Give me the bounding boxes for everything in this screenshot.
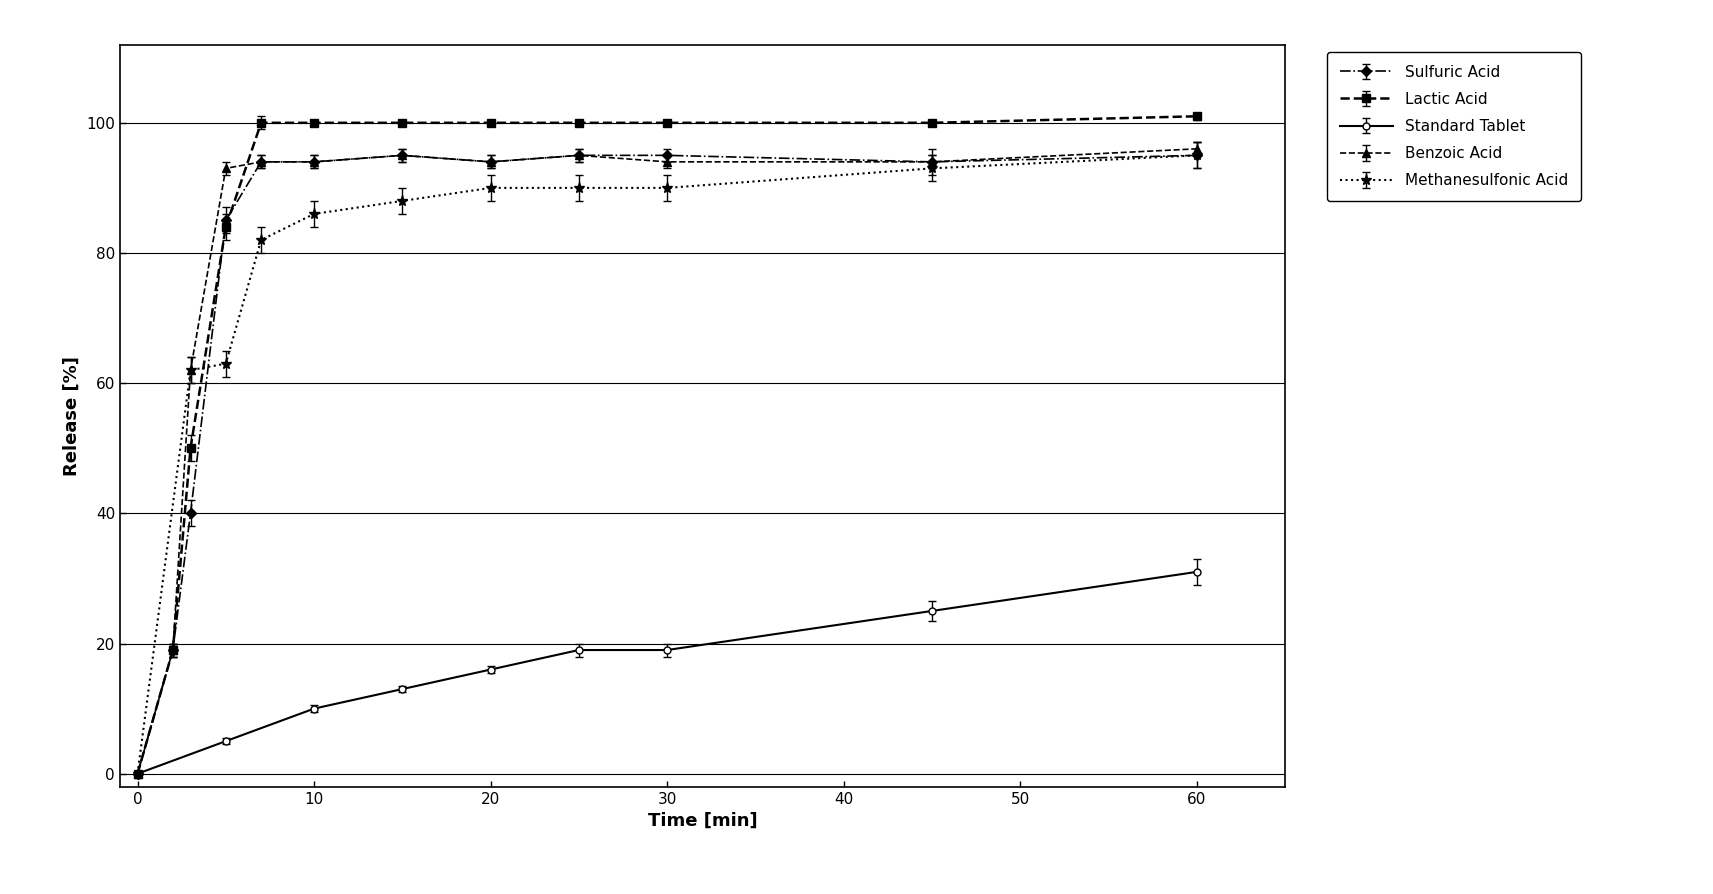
Legend: Sulfuric Acid, Lactic Acid, Standard Tablet, Benzoic Acid, Methanesulfonic Acid: Sulfuric Acid, Lactic Acid, Standard Tab…	[1328, 53, 1581, 200]
Y-axis label: Release [%]: Release [%]	[63, 356, 81, 476]
X-axis label: Time [min]: Time [min]	[648, 812, 757, 831]
